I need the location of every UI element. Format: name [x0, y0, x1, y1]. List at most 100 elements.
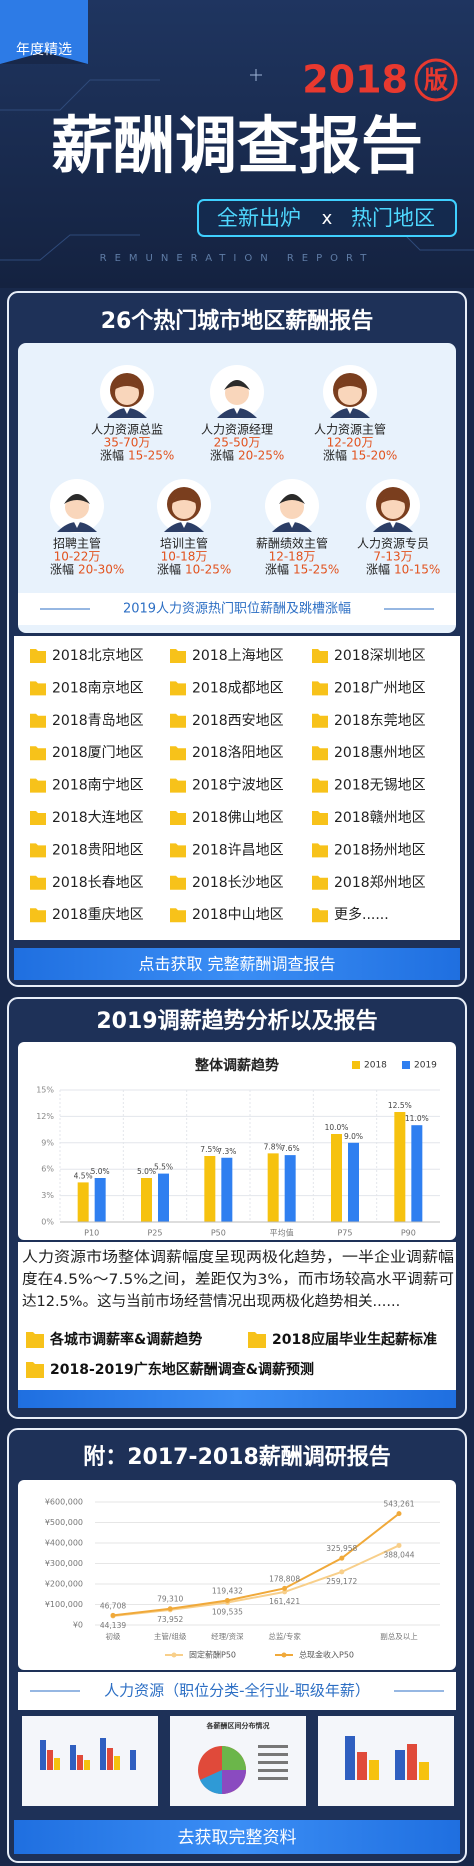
- avatar-fringe: [380, 494, 406, 504]
- avatar-fringe: [171, 494, 197, 504]
- paragraph-line: 人力资源市场整体调薪幅度呈现两极化趋势，一半企业调薪幅: [22, 1248, 454, 1266]
- value-label: 5.0%: [91, 1167, 110, 1176]
- region: 2018深圳地区: [334, 648, 426, 664]
- y-tick-label: ¥300,000: [45, 1559, 83, 1568]
- value-label: 259,172: [326, 1577, 357, 1586]
- legend-swatch: [402, 1061, 410, 1069]
- english: REMUNERATION REPORT: [100, 253, 375, 264]
- region: 2018大连地区: [52, 810, 144, 826]
- region: 2018佛山地区: [192, 810, 284, 826]
- button-bg[interactable]: [14, 948, 460, 980]
- folder-icon: [312, 681, 328, 696]
- positions-caption: 2019人力资源热门职位薪酬及跳槽涨幅: [123, 602, 351, 617]
- y-tick-label: ¥0: [73, 1621, 83, 1630]
- avatar-shirt: [287, 518, 297, 528]
- legend-label: 2018: [364, 1061, 387, 1071]
- button3[interactable]: 去获取完整资料: [178, 1828, 297, 1848]
- avatar-face: [115, 381, 139, 405]
- edition-ring: [414, 58, 458, 102]
- subtitle-box: [197, 199, 457, 237]
- avatar-fringe: [114, 380, 140, 390]
- paragraph-line: 度在4.5%～7.5%之间，差距仅为3%，而市场较高水平调薪可: [22, 1270, 454, 1288]
- value-label: 5.5%: [154, 1163, 173, 1172]
- folder-icon: [170, 811, 186, 825]
- point: [110, 1612, 116, 1618]
- role: 人力资源主管: [314, 422, 386, 437]
- point: [282, 1585, 288, 1591]
- avatar-face: [225, 381, 249, 405]
- regions-card: [14, 636, 460, 940]
- raise-label: 涨幅: [157, 562, 181, 577]
- folder-icon: [30, 713, 46, 728]
- folder-icon: [312, 908, 328, 923]
- raise-label: 涨幅: [366, 562, 390, 577]
- value-label: 44,139: [100, 1621, 126, 1630]
- region: 2018扬州地区: [334, 842, 426, 858]
- region: 2018长春地区: [52, 875, 144, 891]
- bar: [221, 1157, 233, 1222]
- region: 2018广州地区: [334, 680, 426, 696]
- avatar-face: [172, 495, 196, 519]
- region: 2018南京地区: [52, 680, 144, 696]
- chart-title: 整体调薪趋势: [194, 1057, 279, 1074]
- salary: 12-20万: [327, 436, 374, 450]
- point: [396, 1511, 402, 1517]
- y-tick-label: ¥200,000: [45, 1580, 83, 1589]
- thumbnails: [22, 1716, 454, 1806]
- button[interactable]: 点击获取 完整薪酬调查报告: [138, 955, 335, 974]
- region: 2018北京地区: [52, 648, 144, 664]
- folder-icon: [170, 908, 186, 923]
- caption3-bar: [18, 1672, 456, 1710]
- raise: 15-25%: [128, 449, 174, 463]
- value-label: 119,432: [212, 1587, 243, 1596]
- raise-label: 涨幅: [323, 448, 347, 463]
- raise: 15-25%: [293, 563, 339, 577]
- salary: 10-22万: [54, 550, 101, 564]
- legend-dot: [281, 1652, 287, 1658]
- region: 更多......: [334, 906, 389, 923]
- folder-icon: [312, 875, 328, 890]
- folder-icon: [170, 713, 186, 728]
- region: 2018青岛地区: [52, 713, 144, 729]
- region: 2018成都地区: [192, 680, 284, 696]
- button3-bg[interactable]: [14, 1820, 460, 1854]
- y-tick-label: ¥400,000: [45, 1539, 83, 1548]
- point: [339, 1569, 345, 1575]
- y-tick-label: ¥100,000: [45, 1600, 83, 1609]
- role: 人力资源总监: [91, 423, 163, 437]
- tag-notch: [0, 52, 88, 64]
- y-tick-label: 0%: [41, 1218, 54, 1227]
- section3-caption: 人力资源（职位分类-全行业-职级年薪）: [104, 1682, 370, 1700]
- folder-icon: [312, 778, 328, 793]
- folder-icon: [312, 746, 328, 761]
- raise: 15-20%: [351, 449, 397, 463]
- value-label: 109,535: [212, 1608, 243, 1617]
- value-label: 73,952: [157, 1615, 183, 1624]
- salary: 7-13万: [373, 550, 412, 564]
- y-tick-label: ¥600,000: [45, 1498, 83, 1507]
- tag: 年度精选: [16, 42, 72, 58]
- x-tick-label: 平均值: [270, 1228, 294, 1238]
- raise: 20-30%: [78, 563, 124, 577]
- raise: 10-15%: [394, 563, 440, 577]
- folder-icon: [170, 875, 186, 890]
- section1-title: 26个热门城市地区薪酬报告: [101, 308, 374, 334]
- thumb-title: 各薪酬区间分布情况: [206, 1721, 270, 1730]
- point: [282, 1589, 288, 1595]
- bar: [348, 1142, 359, 1222]
- point: [396, 1542, 402, 1548]
- region: 2018郑州地区: [334, 875, 426, 891]
- value-label: 5.0%: [137, 1167, 156, 1176]
- raise-label: 涨幅: [50, 562, 74, 577]
- section3-title: 附：2017-2018薪酬调研报告: [83, 1444, 391, 1470]
- avatar-fringe: [224, 380, 250, 390]
- folder-icon: [248, 1332, 266, 1348]
- avatar-face: [381, 495, 405, 519]
- y-tick-label: 9%: [41, 1138, 54, 1147]
- y-tick-label: ¥500,000: [45, 1518, 83, 1527]
- folder-icon: [312, 713, 328, 728]
- folder-icon: [30, 778, 46, 793]
- region: 2018许昌地区: [192, 842, 284, 858]
- role: 人力资源专员: [357, 536, 429, 551]
